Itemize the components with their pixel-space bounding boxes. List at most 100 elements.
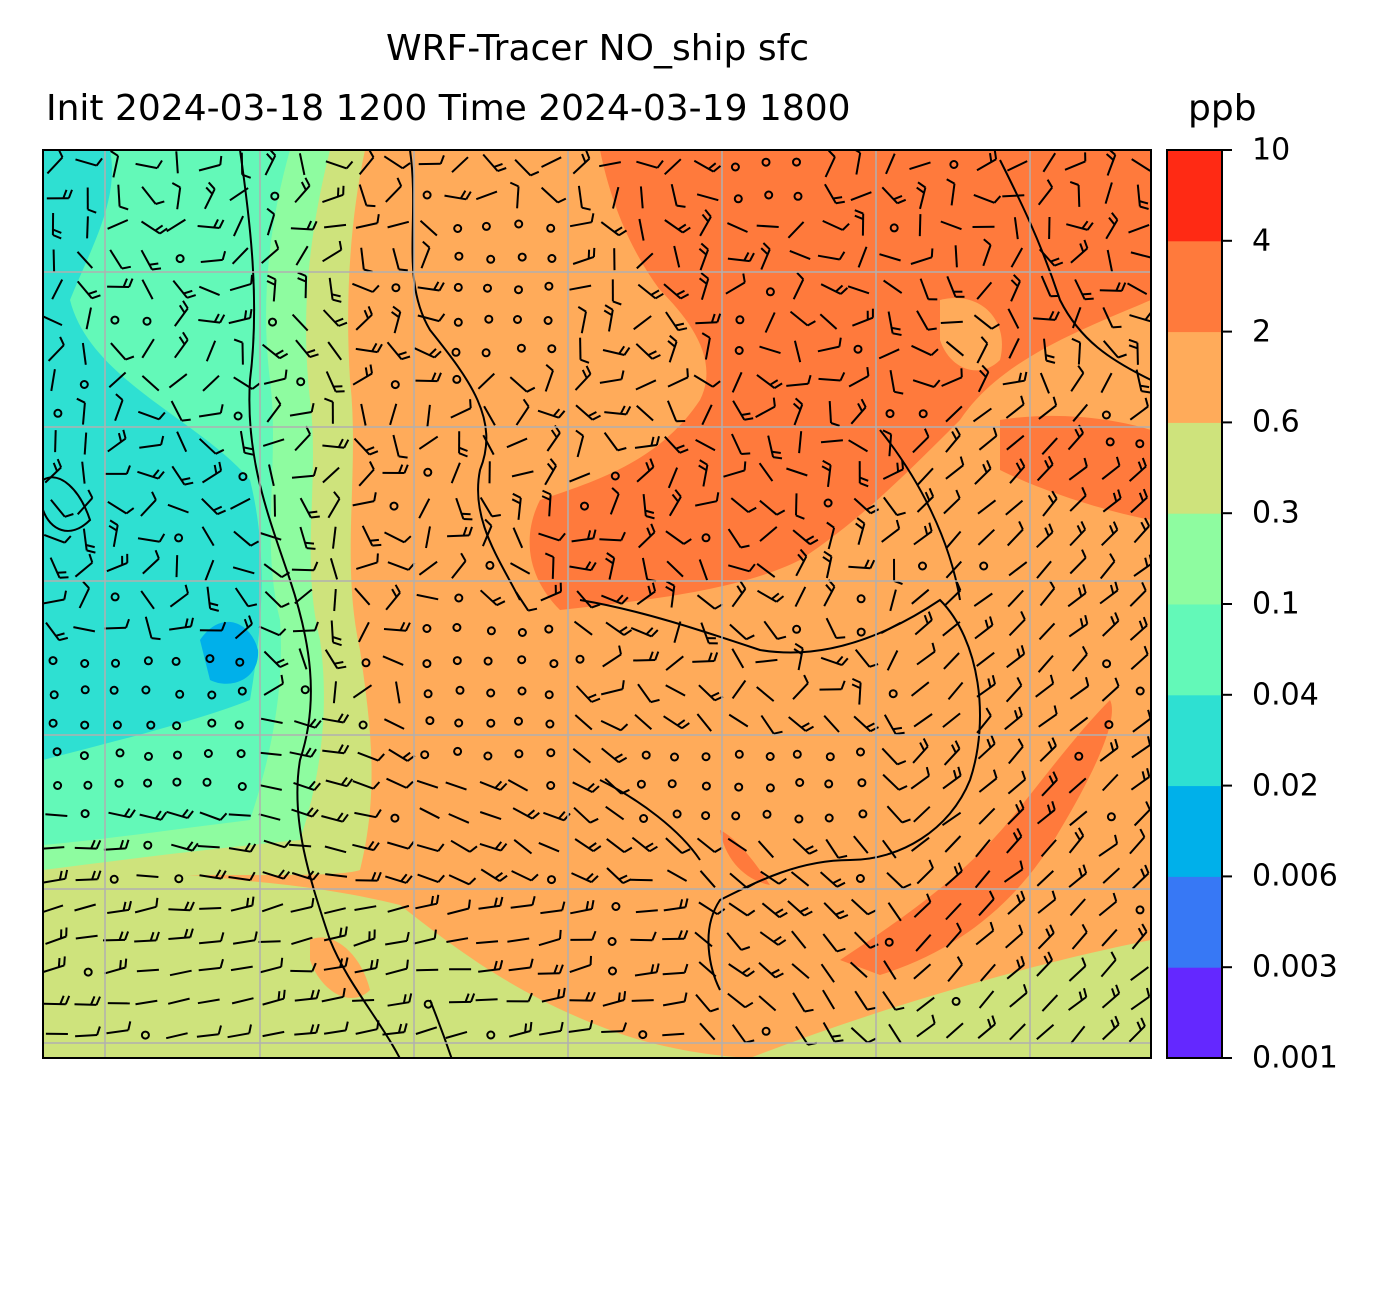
wind-barb xyxy=(198,163,221,172)
wind-barb xyxy=(50,499,66,518)
wind-barb xyxy=(73,626,96,633)
wind-barb-feather xyxy=(587,530,592,540)
wind-barb-feather xyxy=(956,922,962,932)
wind-barb-feather xyxy=(243,618,249,629)
wind-barb xyxy=(475,998,498,1002)
wind-barb xyxy=(173,307,189,327)
wind-barb-feather xyxy=(581,369,588,379)
wind-barb xyxy=(324,845,347,854)
wind-barb-feather xyxy=(500,842,508,852)
wind-barb-feather xyxy=(160,811,168,821)
wind-barb-feather xyxy=(307,870,315,879)
wind-barb xyxy=(848,565,871,570)
calm-marker xyxy=(205,654,215,664)
wind-barb-feather xyxy=(562,987,566,997)
wind-barb xyxy=(540,590,562,602)
calm-marker xyxy=(268,317,277,327)
wind-barb xyxy=(47,344,65,362)
wind-barb xyxy=(1006,434,1025,451)
wind-barb xyxy=(1006,528,1024,547)
wind-barb-feather xyxy=(1016,676,1023,686)
wind-barb xyxy=(853,835,869,854)
wind-barb xyxy=(667,467,679,489)
wind-barb-feather xyxy=(794,397,803,406)
wind-barb xyxy=(886,871,904,889)
wind-barb-feather xyxy=(823,550,833,558)
wind-barb xyxy=(231,997,254,1005)
calm-marker xyxy=(855,874,865,883)
wind-barb xyxy=(817,345,840,353)
wind-barb xyxy=(1098,900,1117,917)
calm-marker xyxy=(794,814,804,824)
wind-barb xyxy=(289,411,312,417)
wind-barb xyxy=(727,992,746,1009)
wind-barb-feather xyxy=(1047,741,1053,751)
wind-barb xyxy=(980,963,996,982)
wind-barb xyxy=(1100,959,1117,978)
wind-barb xyxy=(978,807,996,825)
wind-barb xyxy=(822,933,838,953)
wind-barb-feather xyxy=(171,182,181,189)
calm-marker xyxy=(734,346,744,355)
wind-barb-feather xyxy=(991,675,996,685)
wind-barb xyxy=(729,623,747,641)
wind-barb-feather xyxy=(1081,486,1087,496)
wind-barb xyxy=(695,500,717,507)
wind-barb xyxy=(479,811,502,821)
wind-barb xyxy=(76,280,93,299)
wind-barb-feather xyxy=(1147,736,1151,746)
wind-barb-feather xyxy=(606,552,615,559)
wind-barb-feather xyxy=(585,150,591,159)
wind-barb-feather xyxy=(563,812,571,821)
wind-barb xyxy=(1101,773,1119,792)
wind-barb-feather xyxy=(396,177,403,187)
calm-marker xyxy=(546,748,556,758)
island-west xyxy=(43,476,92,532)
wind-barb-feather xyxy=(468,877,477,886)
wind-barb-feather xyxy=(213,464,218,474)
wind-barb xyxy=(941,376,963,387)
wind-barb-feather xyxy=(623,347,631,356)
wind-barb xyxy=(304,276,308,299)
wind-barb xyxy=(546,432,561,452)
wind-barb xyxy=(537,972,560,975)
wind-barb-feather xyxy=(647,350,657,357)
wind-barb xyxy=(916,310,929,331)
wind-barb-feather xyxy=(376,214,380,224)
wind-barb xyxy=(1009,992,1028,1008)
wind-barb-feather xyxy=(205,186,214,195)
calm-marker xyxy=(143,656,153,666)
wind-barb-feather xyxy=(792,402,801,411)
wind-barb xyxy=(352,500,375,507)
wind-barb-feather xyxy=(1136,1021,1142,1031)
wind-barb xyxy=(325,371,337,393)
wind-barb-feather xyxy=(219,155,223,166)
wind-barb-feather xyxy=(1015,803,1021,813)
colorbar-unit-label: ppb xyxy=(1188,88,1257,129)
wind-barb xyxy=(881,186,899,204)
wind-barb xyxy=(358,468,375,487)
wind-barb xyxy=(1008,337,1020,359)
wind-barb-feather xyxy=(895,1006,905,1011)
wind-barb xyxy=(107,219,129,230)
wind-barb xyxy=(1036,531,1054,549)
wind-barb xyxy=(482,153,499,172)
wind-barb-feather xyxy=(618,756,628,764)
wind-barb xyxy=(166,218,186,233)
wind-barb-feather xyxy=(552,408,561,417)
calm-marker xyxy=(795,778,805,787)
wind-barb xyxy=(577,185,583,208)
wind-barb xyxy=(165,1032,188,1040)
wind-barb-feather xyxy=(686,368,689,378)
wind-barb xyxy=(1041,994,1059,1012)
wind-barb-feather xyxy=(1018,372,1022,382)
colorbar-frame xyxy=(1166,149,1223,1059)
wind-barb xyxy=(852,316,874,327)
wind-barb-feather xyxy=(931,642,936,652)
wind-barb xyxy=(543,811,565,822)
wind-barb-feather xyxy=(155,897,159,907)
wind-barb-feather xyxy=(511,498,521,505)
wind-barb-feather xyxy=(363,309,370,319)
wind-barb-feather xyxy=(1141,771,1146,781)
wind-barb xyxy=(1106,249,1113,272)
